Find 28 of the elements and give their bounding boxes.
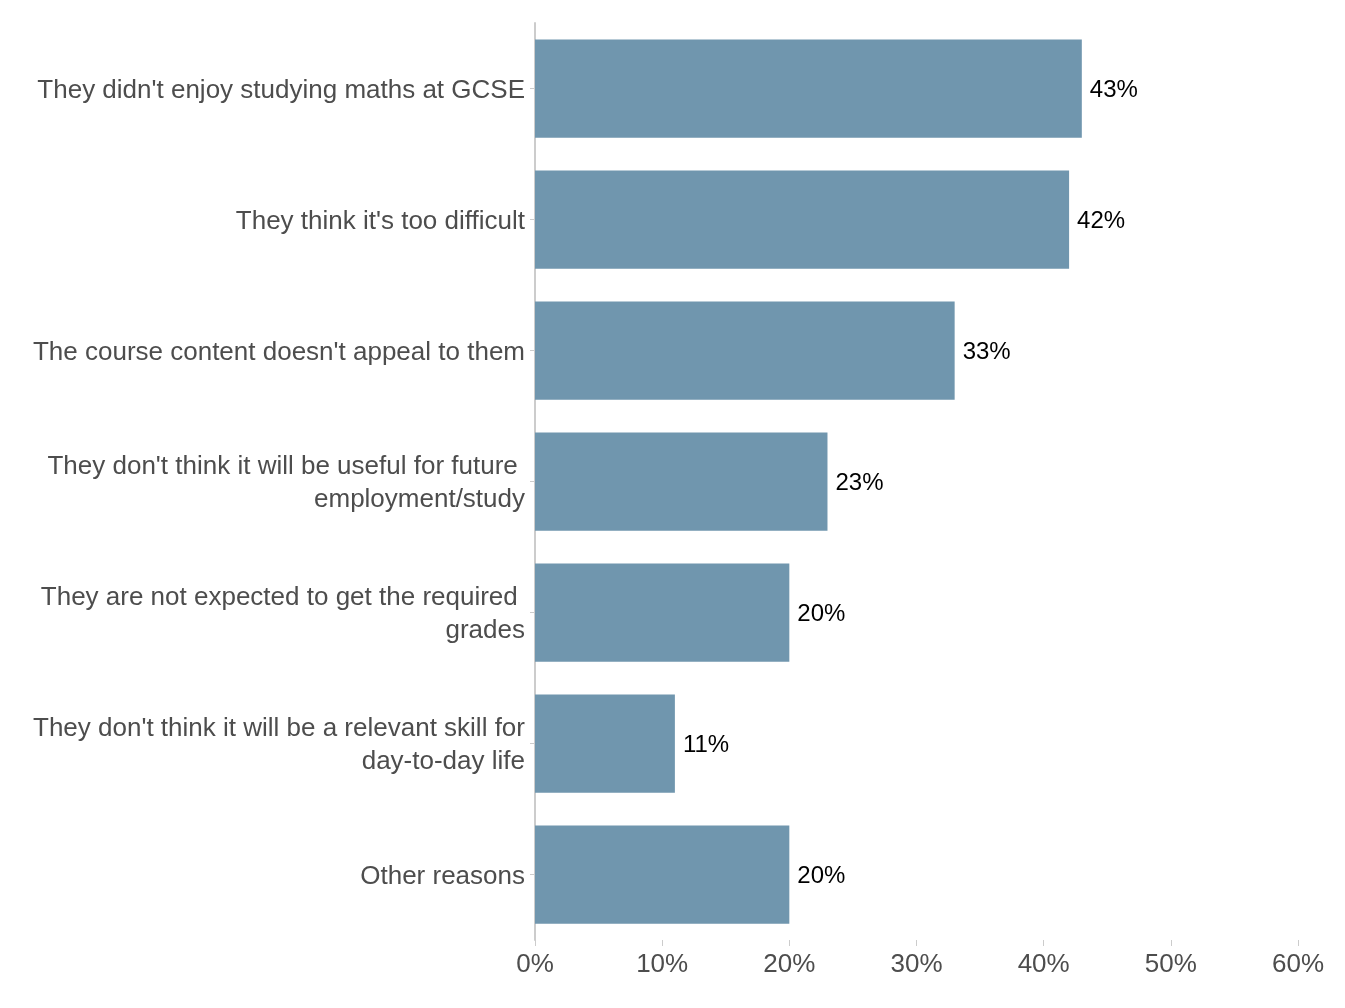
x-tick-label: 30% <box>890 948 943 978</box>
bar <box>535 694 675 793</box>
y-tick-label: They don't think it will be a relevant skill for day-to-day life <box>33 712 526 775</box>
bar <box>535 825 790 924</box>
x-tick-label: 50% <box>1144 948 1197 978</box>
data-label: 43% <box>1089 75 1138 102</box>
bar <box>535 39 1082 138</box>
data-label: 42% <box>1077 206 1126 233</box>
y-tick-label: They didn't enjoy studying maths at GCSE <box>37 73 525 104</box>
y-tick-label: They are not expected to get the required grades <box>40 581 525 644</box>
x-tick-label: 60% <box>1271 948 1325 978</box>
x-tick-label: 40% <box>1017 948 1070 978</box>
bar <box>535 301 955 400</box>
y-tick-label: Other reasons <box>360 859 525 890</box>
data-label: 11% <box>682 730 730 757</box>
data-label: 33% <box>962 337 1011 364</box>
data-label: 23% <box>835 468 884 495</box>
data-label: 20% <box>797 861 846 888</box>
x-tick-label: 20% <box>763 948 816 978</box>
data-label: 20% <box>797 599 846 626</box>
bar <box>535 170 1070 269</box>
x-tick-label: 10% <box>636 948 689 978</box>
bar <box>535 432 828 531</box>
y-tick-label: They think it's too difficult <box>235 204 526 235</box>
bar <box>535 563 790 662</box>
y-tick-label: They don't think it will be useful for future employment/study <box>47 450 525 513</box>
x-tick-label: 0% <box>516 948 554 978</box>
y-tick-label: The course content doesn't appeal to them <box>32 335 525 366</box>
